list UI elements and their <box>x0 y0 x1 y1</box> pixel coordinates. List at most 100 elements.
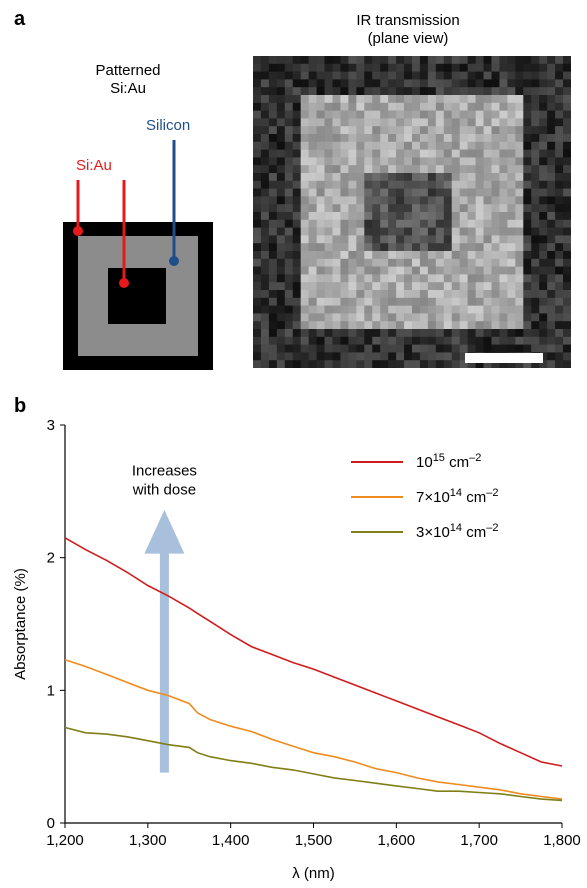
ir-pixel <box>404 110 413 119</box>
ir-pixel <box>332 102 341 111</box>
ir-pixel <box>276 219 286 228</box>
ir-pixel <box>364 149 373 158</box>
ir-title-line2: (plane view) <box>367 30 449 47</box>
ir-pixel <box>260 235 270 244</box>
ir-pixel <box>356 313 365 322</box>
ir-pixel <box>308 266 317 275</box>
ir-pixel <box>419 235 429 244</box>
ir-pixel <box>404 297 413 306</box>
ir-pixel <box>555 196 564 205</box>
ir-pixel <box>475 87 484 96</box>
ir-pixel <box>412 79 421 88</box>
ir-pixel <box>467 102 476 111</box>
ir-pixel <box>388 360 397 368</box>
ir-pixel <box>443 110 453 119</box>
ir-pixel <box>475 251 484 260</box>
ir-pixel <box>292 360 301 368</box>
ir-pixel <box>483 212 492 221</box>
ir-pixel <box>380 305 389 314</box>
ir-pixel <box>515 290 524 299</box>
ir-pixel <box>348 336 357 345</box>
ir-pixel <box>316 79 325 88</box>
ir-pixel <box>364 173 373 182</box>
ir-pixel <box>427 95 437 104</box>
annotation-line2: with dose <box>132 481 196 498</box>
ir-pixel <box>555 305 564 314</box>
ir-pixel <box>427 71 437 80</box>
ir-pixel <box>276 165 286 174</box>
ir-pixel <box>260 149 270 158</box>
ir-pixel <box>475 110 484 119</box>
ir-pixel <box>300 235 309 244</box>
ir-pixel <box>300 290 309 299</box>
ir-pixel <box>515 321 524 330</box>
ir-pixel <box>396 297 405 306</box>
ir-pixel <box>412 102 421 111</box>
ir-pixel <box>316 313 325 322</box>
ir-pixel <box>356 251 365 260</box>
ir-pixel <box>515 141 524 150</box>
ir-pixel <box>332 297 341 306</box>
ir-pixel <box>404 71 413 80</box>
ir-pixel <box>515 212 524 221</box>
ir-pixel <box>491 95 500 104</box>
ir-pixel <box>268 134 278 143</box>
ir-pixel <box>404 173 413 182</box>
ir-pixel <box>507 344 516 353</box>
y-tick-label: 3 <box>47 417 55 434</box>
ir-pixel <box>459 297 468 306</box>
ir-pixel <box>332 243 341 252</box>
ir-pixel <box>563 258 571 267</box>
ir-pixel <box>555 266 564 275</box>
ir-pixel <box>451 56 460 65</box>
ir-pixel <box>340 87 349 96</box>
ir-pixel <box>555 102 564 111</box>
ir-pixel <box>419 196 429 205</box>
ir-pixel <box>483 329 492 338</box>
ir-pixel <box>515 251 524 260</box>
ir-pixel <box>459 141 468 150</box>
ir-pixel <box>324 227 333 236</box>
ir-pixel <box>340 204 349 213</box>
ir-pixel <box>483 204 492 213</box>
ir-pixel <box>332 251 341 260</box>
ir-pixel <box>531 56 540 65</box>
ir-pixel <box>276 313 286 322</box>
ir-pixel <box>459 180 468 189</box>
ir-pixel <box>443 87 453 96</box>
ir-pixel <box>268 219 278 228</box>
ir-pixel <box>443 134 453 143</box>
ir-pixel <box>555 352 564 361</box>
ir-pixel <box>443 118 453 127</box>
ir-pixel <box>475 219 484 228</box>
ir-pixel <box>507 157 516 166</box>
ir-pixel <box>563 282 571 291</box>
ir-pixel <box>467 134 476 143</box>
ir-pixel <box>531 165 540 174</box>
ir-pixel <box>276 352 286 361</box>
ir-pixel <box>253 258 262 267</box>
ir-pixel <box>404 149 413 158</box>
ir-pixel <box>459 235 468 244</box>
ir-pixel <box>253 141 262 150</box>
ir-pixel <box>268 141 278 150</box>
ir-pixel <box>412 188 421 197</box>
ir-pixel <box>419 71 429 80</box>
ir-pixel <box>388 204 397 213</box>
ir-pixel <box>555 63 564 72</box>
ir-pixel <box>555 251 564 260</box>
ir-pixel <box>523 79 532 88</box>
ir-pixel <box>412 274 421 283</box>
ir-pixel <box>412 149 421 158</box>
ir-pixel <box>412 266 421 275</box>
ir-pixel <box>372 344 381 353</box>
ir-pixel <box>547 352 556 361</box>
ir-pixel <box>396 313 405 322</box>
ir-pixel <box>316 282 325 291</box>
ir-pixel <box>284 102 294 111</box>
ir-pixel <box>435 235 445 244</box>
ir-pixel <box>332 212 341 221</box>
ir-pixel <box>332 110 341 119</box>
ir-pixel <box>332 235 341 244</box>
ir-pixel <box>539 282 548 291</box>
